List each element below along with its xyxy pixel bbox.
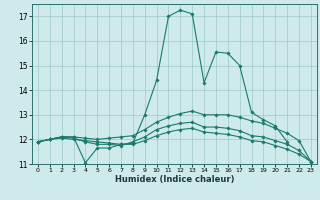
- X-axis label: Humidex (Indice chaleur): Humidex (Indice chaleur): [115, 175, 234, 184]
